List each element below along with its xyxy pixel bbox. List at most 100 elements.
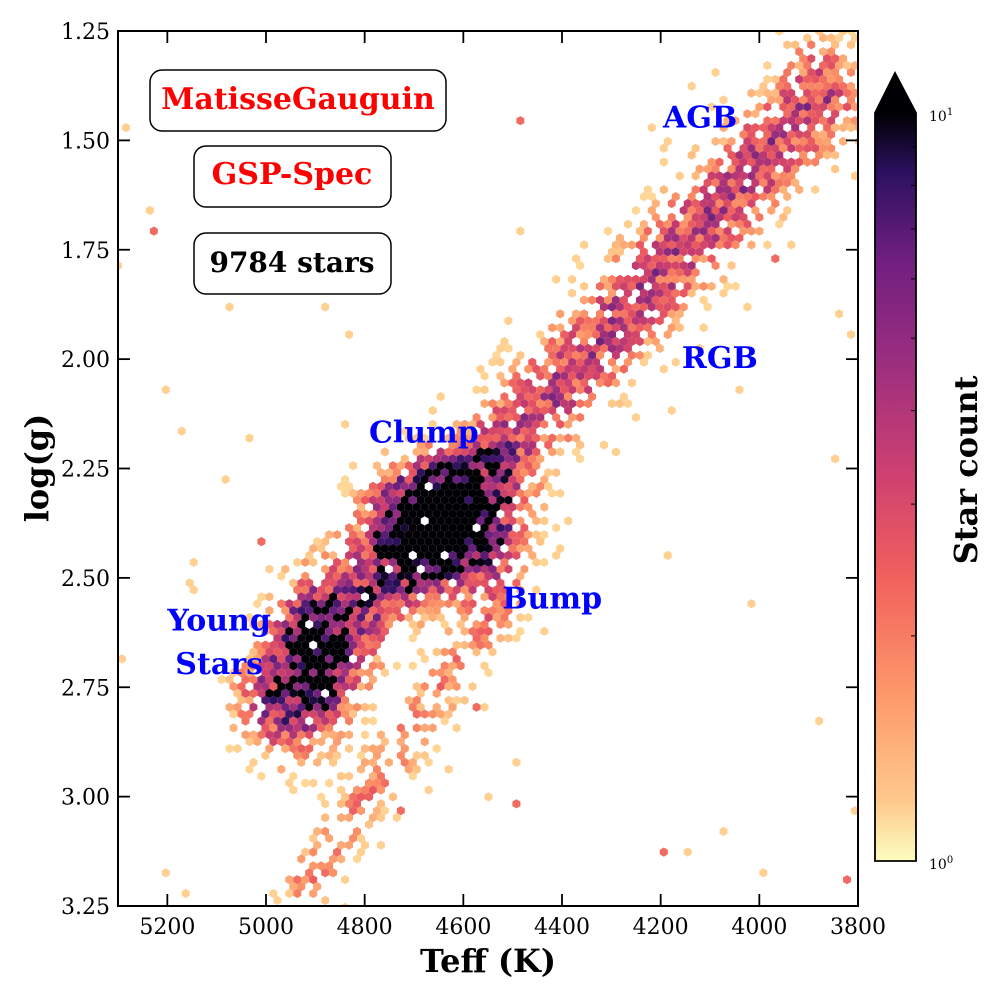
hexbin-cell (357, 640, 365, 650)
hexbin-cell (412, 530, 421, 540)
hexbin-cell (337, 564, 346, 574)
hexbin-cell (492, 419, 501, 429)
hexbin-cell (759, 150, 768, 160)
hexbin-cell (468, 681, 477, 692)
hexbin-cell (667, 212, 676, 222)
hexbin-cell (536, 399, 545, 409)
hexbin-cell (357, 557, 365, 567)
hexbin-cell (412, 723, 421, 733)
hexbin-cell (301, 571, 310, 581)
hexbin-cell (775, 136, 784, 146)
hexbin-cell (488, 509, 497, 519)
hexbin-cell (345, 523, 353, 533)
hexbin-cell (524, 612, 533, 623)
hexbin-cell (341, 668, 350, 678)
hexbin-cell (783, 192, 792, 202)
hexbin-cell (369, 633, 377, 643)
info-box-3: 9784 stars (193, 232, 392, 295)
hexbin-cell (420, 681, 429, 692)
hexbin-cell (496, 412, 505, 422)
hexbin-cell (492, 599, 501, 609)
hexbin-cell (532, 530, 541, 540)
hexbin-cell (444, 502, 453, 512)
hexbin-cell (476, 571, 485, 581)
hexbin-cell (695, 343, 704, 353)
hexbin-cell (851, 171, 858, 181)
hexbin-cell (847, 31, 855, 36)
hexbin-cell (520, 495, 529, 505)
hexbin-cell (273, 895, 282, 905)
hexbin-cell (799, 150, 808, 160)
hexbin-cell (468, 599, 477, 609)
hexbin-cell (432, 454, 441, 464)
y-tick-label: 1.25 (61, 20, 110, 45)
hexbin-cell (436, 461, 445, 471)
hexbin-cell (596, 295, 604, 305)
hexbin-cell (715, 185, 724, 195)
hexbin-cell (655, 274, 664, 284)
hexbin-cell (771, 88, 780, 98)
hexbin-cell (241, 661, 250, 671)
hexbin-cell (329, 647, 338, 657)
hexbin-cell (807, 123, 816, 133)
hexbin-cell (719, 192, 728, 202)
hexbin-cell (345, 564, 353, 574)
hexbin-cell (349, 571, 357, 581)
hexbin-cell (532, 364, 541, 374)
hexbin-cell (464, 509, 473, 519)
hexbin-cell (329, 730, 338, 740)
hexbin-cell (420, 433, 429, 443)
hexbin-cell (145, 205, 154, 215)
hexbin-cell (851, 102, 858, 112)
hexbin-cell (245, 764, 254, 774)
hexbin-cell (691, 267, 700, 278)
hexbin-cell (444, 433, 453, 443)
hexbin-cell (536, 371, 545, 381)
hexbin-cell (472, 578, 481, 588)
hexbin-cell (428, 557, 437, 567)
hexbin-cell (369, 509, 377, 519)
hexbin-cell (584, 399, 593, 409)
hexbin-cell (827, 129, 836, 140)
hexbin-cell (464, 606, 473, 616)
hexbin-cell (759, 868, 768, 878)
colorbar: 101 100 Star count (874, 71, 985, 873)
hexbin-cell (687, 219, 696, 229)
hexbin-cell (361, 785, 369, 795)
hexbin-cell (691, 240, 700, 250)
hexbin-cell (309, 847, 318, 857)
x-tick-label: 4400 (534, 915, 590, 940)
hexbin-cell (580, 378, 589, 388)
hexbin-cell (325, 654, 334, 664)
hexbin-cell (831, 67, 840, 77)
hexbin-cell (325, 709, 334, 719)
hexbin-cell (548, 447, 557, 457)
hexbin-cell (297, 619, 306, 629)
hexbin-cell (779, 171, 788, 181)
hexbin-cell (285, 681, 294, 692)
hexbin-cell (655, 316, 664, 326)
hexbin-cell (361, 757, 369, 767)
hexbin-cell (723, 226, 732, 236)
hexbin-cell (552, 371, 561, 381)
hexbin-cell (508, 433, 517, 443)
hexbin-cell (787, 240, 796, 250)
hexbin-cell (548, 378, 557, 388)
hexbin-cell (245, 612, 254, 623)
hexbin-cell (309, 833, 318, 843)
hexbin-cell (484, 447, 493, 457)
hexbin-cell (827, 47, 836, 57)
hexbin-cell (679, 274, 688, 284)
hexbin-cell (345, 592, 353, 602)
hexbin-cell (305, 730, 314, 740)
hexbin-cell (576, 440, 585, 450)
hexbin-cell (305, 550, 314, 560)
hexbin-cell (333, 750, 342, 761)
hexbin-cell (329, 854, 338, 864)
hexbin-cell (516, 392, 525, 402)
x-tick-label: 4800 (337, 915, 393, 940)
hexbin-cell (727, 261, 736, 271)
hexbin-cell (747, 129, 756, 140)
hexbin-cell (683, 281, 692, 291)
hexbin-cell (723, 185, 732, 195)
